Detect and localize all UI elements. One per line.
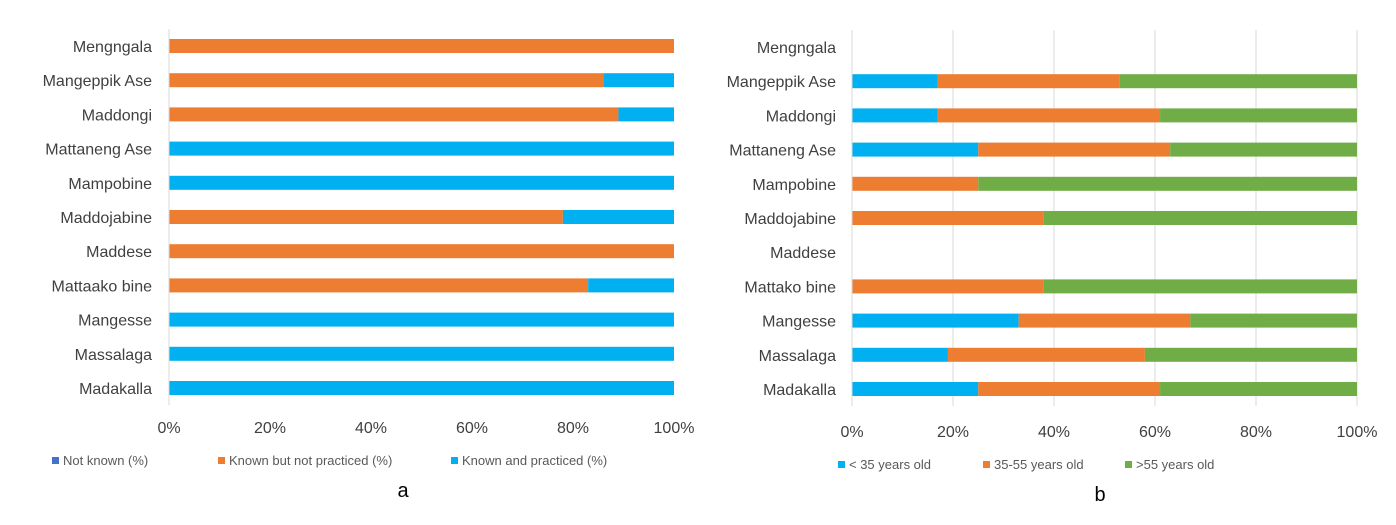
- category-label: Maddojabine: [744, 211, 836, 228]
- chart-b: Mengngala Mangeppik Ase Maddongi Mattaneng …: [727, 30, 1378, 506]
- legend-label: Known but not practiced (%): [229, 453, 392, 468]
- bar-segment: [937, 108, 1161, 123]
- category-label: Maddongi: [82, 107, 152, 124]
- legend-label: >55 years old: [1136, 457, 1214, 472]
- category-label: Maddojabine: [60, 210, 152, 227]
- bar-segment: [852, 279, 1044, 294]
- bar-segment: [852, 382, 979, 396]
- x-tick-label: 100%: [1337, 424, 1378, 441]
- bar-segment: [852, 74, 938, 89]
- bar-segment: [852, 176, 979, 191]
- bar-segment: [1190, 313, 1357, 328]
- bar-segment: [1170, 142, 1357, 157]
- x-tick-label: 20%: [937, 424, 969, 441]
- bar-segment: [1160, 108, 1357, 123]
- category-label: Madakalla: [763, 382, 836, 399]
- bar-segment: [169, 141, 674, 156]
- bar-segment: [169, 175, 674, 190]
- legend-swatch: [838, 461, 845, 468]
- bar-segment: [852, 313, 1019, 328]
- x-tick-label: 80%: [557, 420, 589, 437]
- legend-swatch: [451, 457, 458, 464]
- bar-segment: [603, 73, 674, 88]
- bar-segment: [1160, 382, 1357, 396]
- category-label: Massalaga: [759, 348, 836, 365]
- bar-segment: [978, 176, 1357, 191]
- panel-label: a: [397, 480, 409, 502]
- bar-segment: [169, 381, 674, 395]
- category-label: Mangeppik Ase: [727, 74, 837, 91]
- bar-segment: [169, 244, 674, 259]
- bar-segment: [852, 347, 948, 362]
- bar-segment: [169, 312, 674, 327]
- x-tick-label: 40%: [355, 420, 387, 437]
- x-tick-label: 0%: [157, 420, 180, 437]
- bar-segment: [588, 278, 674, 293]
- bar-segment: [169, 346, 674, 361]
- x-tick-label: 0%: [840, 424, 863, 441]
- panel-label: b: [1094, 484, 1105, 506]
- bar-segment: [978, 382, 1161, 396]
- x-tick-label: 60%: [1139, 424, 1171, 441]
- legend-label: < 35 years old: [849, 457, 931, 472]
- bar-segment: [618, 107, 674, 122]
- category-label: Mangesse: [762, 314, 836, 331]
- bar-segment: [169, 107, 619, 122]
- category-label: Maddongi: [766, 108, 836, 125]
- category-label: Mampobine: [752, 177, 836, 194]
- bar-segment: [1144, 347, 1357, 362]
- bar-segment: [169, 73, 604, 88]
- category-label: Madakalla: [79, 381, 152, 398]
- bar-segment: [978, 142, 1171, 157]
- bar-segment: [1018, 313, 1191, 328]
- legend-label: 35-55 years old: [994, 457, 1084, 472]
- bar-segment: [947, 347, 1145, 362]
- category-label: Mattaako bine: [51, 278, 152, 295]
- category-label: Mangesse: [78, 313, 152, 330]
- x-tick-label: 80%: [1240, 424, 1272, 441]
- chart-a: Mengngala Mangeppik Ase Maddongi Mattaneng …: [43, 29, 695, 502]
- legend-swatch: [52, 457, 59, 464]
- legend-label: Not known (%): [63, 453, 148, 468]
- category-label: Mampobine: [68, 176, 152, 193]
- legend-label: Known and practiced (%): [462, 453, 607, 468]
- bar-segment: [562, 210, 674, 224]
- bar-segment: [1043, 279, 1357, 294]
- x-tick-label: 40%: [1038, 424, 1070, 441]
- category-label: Mattako bine: [744, 279, 836, 296]
- x-tick-label: 100%: [654, 420, 695, 437]
- category-label: Mangeppik Ase: [43, 73, 153, 90]
- category-label: Maddese: [86, 244, 152, 261]
- legend-swatch: [1125, 461, 1132, 468]
- category-label: Mengngala: [757, 40, 836, 57]
- bar-segment: [169, 39, 674, 53]
- category-label: Mattaneng Ase: [729, 143, 836, 160]
- x-tick-label: 20%: [254, 420, 286, 437]
- legend-swatch: [218, 457, 225, 464]
- category-label: Massalaga: [75, 347, 152, 364]
- x-tick-label: 60%: [456, 420, 488, 437]
- bar-segment: [852, 211, 1044, 225]
- bar-segment: [169, 278, 589, 293]
- bar-segment: [169, 210, 563, 224]
- bar-segment: [937, 74, 1120, 89]
- bar-segment: [852, 108, 938, 123]
- bar-segment: [1119, 74, 1357, 89]
- bar-segment: [852, 142, 979, 157]
- category-label: Mengngala: [73, 39, 152, 56]
- bar-segment: [1043, 211, 1357, 225]
- category-label: Maddese: [770, 245, 836, 262]
- category-label: Mattaneng Ase: [45, 142, 152, 159]
- legend-swatch: [983, 461, 990, 468]
